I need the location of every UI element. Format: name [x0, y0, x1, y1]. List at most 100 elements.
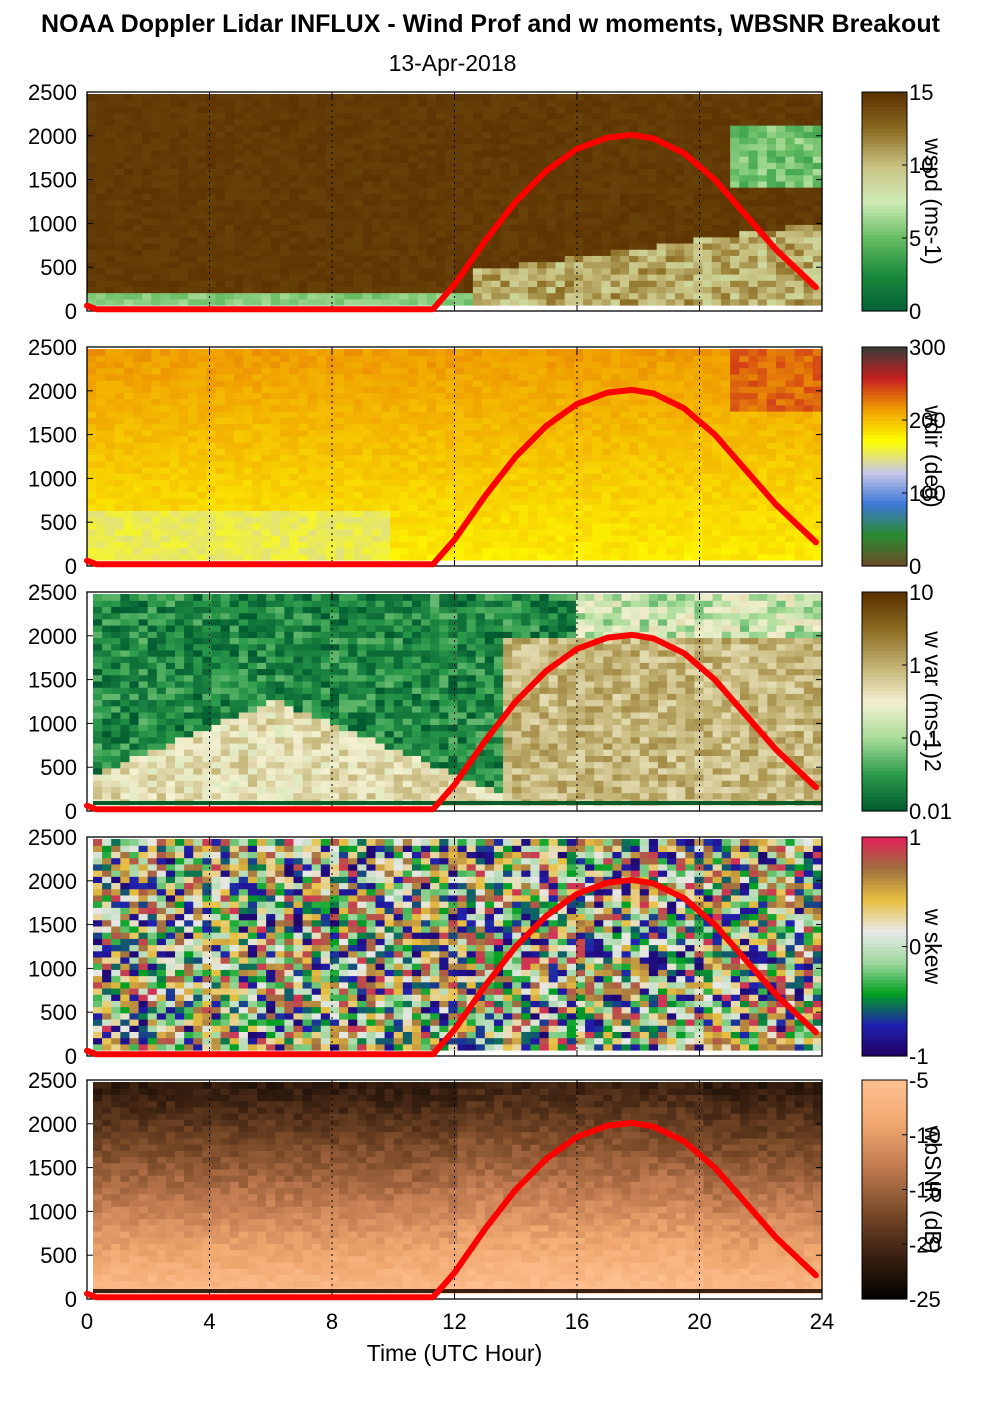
heatmap-cell	[335, 286, 345, 294]
heatmap-cell	[436, 460, 446, 468]
heatmap-cell	[482, 261, 492, 269]
heatmap-cell	[142, 273, 152, 281]
heatmap-cell	[197, 112, 208, 120]
heatmap-cell	[518, 180, 529, 188]
heatmap-cell	[629, 522, 639, 530]
heatmap-cell	[252, 367, 263, 375]
heatmap-cell	[316, 454, 327, 462]
heatmap-cell	[509, 149, 520, 157]
heatmap-cell	[390, 193, 400, 201]
heatmap-cell	[344, 479, 355, 487]
heatmap-cell	[105, 174, 116, 182]
heatmap-cell	[638, 224, 649, 232]
heatmap-cell	[555, 261, 566, 269]
heatmap-cell	[335, 249, 345, 256]
heatmap-cell	[96, 553, 106, 561]
heatmap-cell	[564, 242, 575, 250]
heatmap-cell	[748, 174, 759, 182]
heatmap-cell	[482, 535, 492, 542]
heatmap-cell	[518, 404, 529, 412]
heatmap-cell	[647, 473, 658, 480]
colorbar-swatch	[862, 146, 907, 151]
heatmap-cell	[344, 516, 355, 524]
heatmap-cell	[500, 273, 511, 281]
heatmap-cell	[491, 149, 502, 157]
heatmap-cell	[491, 404, 502, 412]
heatmap-cell	[390, 442, 400, 449]
heatmap-cell	[472, 429, 483, 437]
heatmap-cell	[573, 286, 584, 294]
heatmap-cell	[105, 448, 116, 456]
heatmap-cell	[206, 404, 217, 412]
heatmap-cell	[87, 479, 97, 487]
heatmap-cell	[316, 504, 327, 511]
heatmap-cell	[445, 454, 456, 462]
heatmap-cell	[344, 224, 355, 232]
heatmap-cell	[243, 112, 253, 120]
heatmap-cell	[794, 218, 805, 225]
heatmap-cell	[371, 516, 382, 524]
heatmap-cell	[500, 522, 511, 530]
heatmap-cell	[215, 349, 226, 356]
heatmap-cell	[509, 143, 520, 151]
heatmap-cell	[610, 435, 621, 443]
heatmap-cell	[234, 94, 244, 101]
heatmap-cell	[142, 94, 152, 101]
heatmap-cell	[601, 106, 612, 114]
heatmap-cell	[316, 460, 327, 468]
heatmap-cell	[197, 367, 208, 375]
heatmap-cell	[160, 448, 171, 456]
heatmap-cell	[252, 361, 263, 369]
heatmap-cell	[344, 392, 355, 400]
heatmap-cell	[289, 106, 299, 114]
heatmap-cell	[656, 149, 667, 157]
heatmap-cell	[665, 199, 676, 207]
y-tick-label: 2000	[28, 124, 77, 149]
heatmap-cell	[362, 535, 373, 542]
heatmap-cell	[555, 404, 566, 412]
heatmap-cell	[381, 442, 391, 449]
heatmap-cell	[362, 367, 373, 375]
heatmap-cell	[298, 497, 309, 505]
heatmap-cell	[766, 218, 777, 225]
heatmap-cell	[243, 211, 253, 219]
heatmap-cell	[270, 280, 281, 287]
heatmap-cell	[592, 442, 603, 449]
heatmap-cell	[96, 355, 106, 363]
heatmap-cell	[270, 392, 281, 400]
heatmap-cell	[665, 193, 676, 201]
heatmap-cell	[445, 180, 456, 188]
heatmap-cell	[647, 218, 658, 225]
heatmap-cell	[426, 149, 437, 157]
heatmap-cell	[381, 100, 391, 108]
heatmap-cell	[188, 224, 198, 232]
heatmap-cell	[693, 286, 704, 294]
heatmap-cell	[123, 423, 134, 431]
heatmap-cell	[665, 497, 676, 505]
heatmap-cell	[399, 255, 410, 263]
heatmap-cell	[445, 230, 456, 238]
heatmap-cell	[445, 355, 456, 363]
heatmap-cell	[656, 292, 667, 300]
heatmap-cell	[362, 131, 373, 139]
heatmap-cell	[408, 211, 419, 219]
heatmap-cell	[573, 404, 584, 412]
heatmap-cell	[573, 429, 584, 437]
heatmap-cell	[656, 380, 667, 387]
heatmap-cell	[426, 392, 437, 400]
heatmap-cell	[289, 125, 299, 132]
heatmap-cell	[766, 137, 777, 145]
heatmap-cell	[96, 504, 106, 511]
heatmap-cell	[224, 516, 235, 524]
heatmap-cell	[344, 125, 355, 132]
heatmap-cell	[206, 491, 217, 499]
heatmap-cell	[555, 497, 566, 505]
heatmap-cell	[307, 473, 318, 480]
heatmap-cell	[426, 454, 437, 462]
heatmap-cell	[142, 286, 152, 294]
heatmap-cell	[436, 162, 446, 170]
heatmap-cell	[279, 522, 290, 530]
heatmap-cell	[132, 236, 143, 244]
heatmap-cell	[445, 112, 456, 120]
heatmap-cell	[307, 429, 318, 437]
